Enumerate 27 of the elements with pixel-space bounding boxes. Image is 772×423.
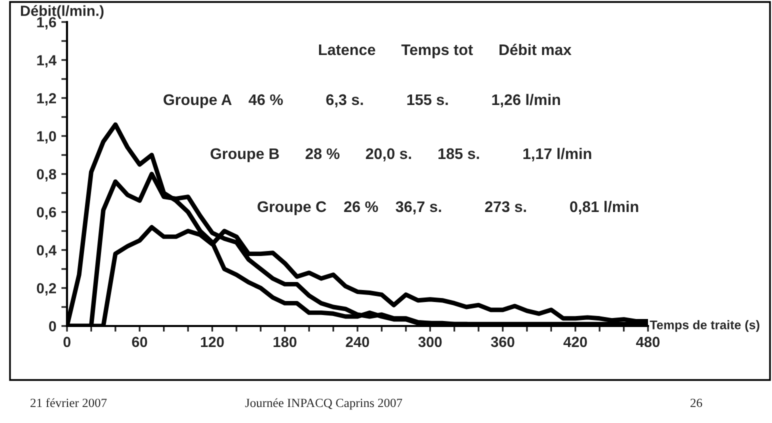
y-tick-label: 1,6 (37, 17, 56, 30)
x-tick-label: 360 (490, 336, 514, 348)
text: Journée INPACQ Caprins 2007 (245, 398, 402, 410)
y-axis-title: Débit(l/min.) (20, 5, 104, 19)
y-tick-label: 1,4 (37, 55, 57, 68)
x-tick-label: 240 (346, 336, 370, 348)
y-tick-label: 1,2 (37, 93, 56, 106)
x-tick-label: 60 (132, 336, 148, 348)
text: 26 (690, 398, 702, 408)
annotation: Groupe C 26 % 36,7 s. 273 s. 0,81 l/min (258, 200, 638, 216)
x-tick-label: 0 (64, 336, 70, 348)
x-tick-label: 120 (201, 336, 224, 348)
x-axis-title: Temps de traite (s) (650, 320, 760, 332)
y-tick-label: 0 (49, 321, 56, 332)
x-tick-label: 480 (636, 336, 660, 348)
x-tick-label: 300 (418, 336, 442, 348)
x-tick-label: 180 (274, 336, 296, 348)
y-tick-label: 0,2 (36, 283, 56, 296)
annotation: Groupe A 46 % 6,3 s. 155 s. 1,26 l/min (164, 94, 560, 108)
x-tick-label: 420 (563, 336, 587, 348)
y-tick-label: 0,8 (36, 169, 56, 182)
y-tick-label: 1,0 (37, 131, 56, 144)
y-tick-label: 0,4 (36, 245, 57, 258)
text: 21 février 2007 (30, 398, 107, 408)
annotation: Groupe B 28 % 20,0 s. 185 s. 1,17 l/min (210, 148, 592, 162)
annotation: Latence Temps tot Débit max (319, 44, 572, 58)
y-tick-label: 0,6 (36, 207, 56, 220)
